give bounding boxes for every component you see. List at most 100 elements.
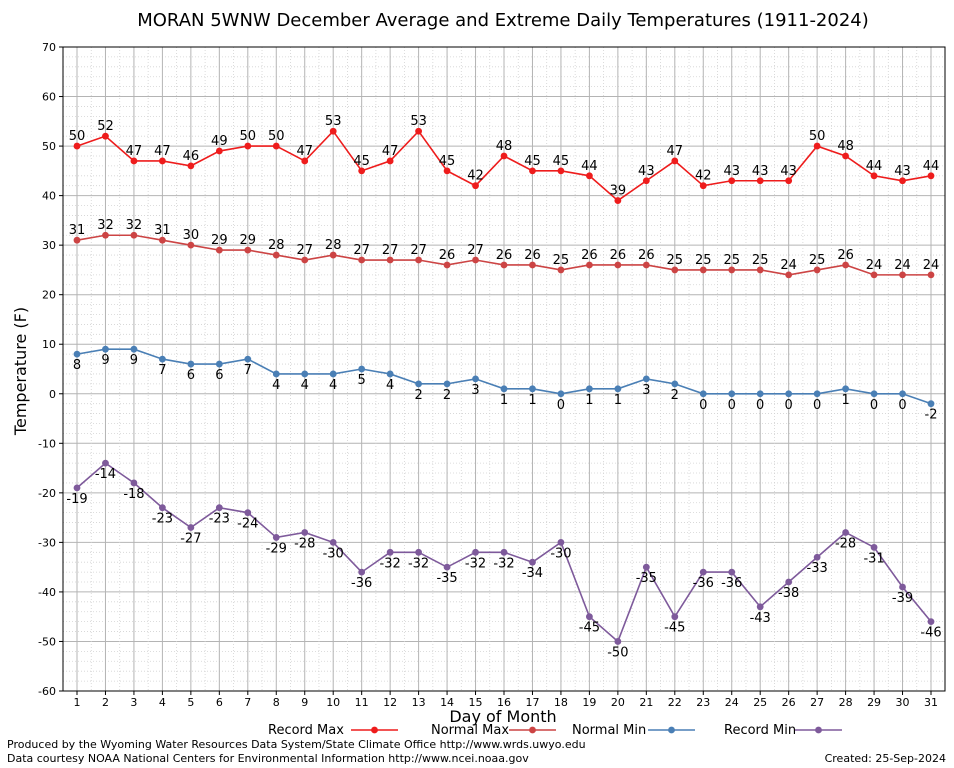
- normal-min-point: [642, 375, 650, 383]
- normal-max-point: [472, 256, 479, 264]
- normal-min-point: [301, 370, 309, 378]
- normal-max-data-label: 26: [837, 248, 854, 263]
- normal-max-data-label: 25: [723, 253, 740, 268]
- normal-min-point: [899, 390, 906, 398]
- normal-min-point: [443, 380, 451, 388]
- record-max-point: [73, 142, 81, 150]
- normal-max-point: [899, 271, 906, 279]
- footer-created-date: Created: 25-Sep-2024: [825, 752, 946, 765]
- record-max-point: [785, 177, 793, 185]
- normal-min-point: [785, 390, 793, 398]
- record-max-point: [529, 167, 536, 175]
- record-min-data-label: -23: [152, 512, 173, 527]
- normal-max-data-label: 27: [467, 243, 484, 258]
- normal-max-data-label: 24: [780, 258, 797, 273]
- y-tick-label: -40: [38, 586, 56, 599]
- normal-max-point: [870, 271, 878, 279]
- normal-min-point: [386, 370, 394, 378]
- record-min-data-label: -30: [550, 546, 571, 561]
- record-min-point: [358, 568, 366, 576]
- record-max-point: [899, 177, 906, 185]
- series-record-min: -19-14-18-23-27-23 -24-29 -28-30-36-32 -32-…: [66, 459, 942, 660]
- normal-min-point: [329, 370, 337, 378]
- record-min-data-label: -36: [721, 576, 742, 591]
- record-min-point: [130, 479, 138, 487]
- record-max-point: [215, 147, 223, 155]
- normal-min-point: [842, 385, 849, 393]
- normal-max-data-label: 27: [353, 243, 370, 258]
- normal-min-point: [73, 350, 81, 358]
- record-min-data-label: -34: [522, 566, 543, 581]
- record-max-data-label: 44: [866, 159, 883, 174]
- record-min-point: [785, 578, 793, 586]
- record-min-point: [386, 548, 394, 556]
- record-max-point: [927, 172, 935, 180]
- legend-marker-normal-max: [529, 726, 536, 734]
- normal-max-point: [785, 271, 793, 279]
- record-max-data-label: 44: [581, 159, 598, 174]
- normal-min-point: [614, 385, 622, 393]
- record-max-data-label: 45: [353, 154, 370, 169]
- y-tick-label: -50: [38, 635, 56, 648]
- normal-min-data-label: 7: [158, 363, 166, 378]
- record-max-data-label: 46: [183, 149, 200, 164]
- record-max-data-label: 50: [809, 129, 826, 144]
- normal-min-point: [557, 390, 565, 398]
- record-max-data-label: 47: [296, 144, 313, 159]
- record-min-data-label: -33: [807, 561, 828, 576]
- y-tick-label: 30: [42, 239, 56, 252]
- record-min-point: [642, 563, 650, 571]
- normal-min-data-label: 0: [813, 398, 821, 413]
- record-min-data-label: -35: [436, 571, 457, 586]
- normal-max-data-label: 29: [240, 233, 257, 248]
- record-max-point: [842, 152, 849, 160]
- x-tick-label: 11: [355, 696, 369, 709]
- normal-max-data-label: 29: [211, 233, 228, 248]
- x-tick-label: 10: [326, 696, 340, 709]
- normal-min-data-label: 0: [898, 398, 906, 413]
- record-min-point: [927, 618, 935, 626]
- record-max-data-label: 50: [69, 129, 86, 144]
- normal-max-data-label: 27: [410, 243, 427, 258]
- record-max-data-label: 42: [695, 169, 712, 184]
- record-max-data-label: 53: [325, 114, 342, 129]
- normal-min-data-label: 0: [557, 398, 565, 413]
- normal-min-data-label: 1: [585, 393, 593, 408]
- record-min-data-label: -36: [351, 576, 372, 591]
- record-min-data-label: -38: [778, 586, 799, 601]
- normal-max-point: [842, 261, 849, 269]
- record-min-point: [472, 548, 479, 556]
- y-tick-label: -20: [38, 487, 56, 500]
- record-min-point: [301, 529, 309, 536]
- record-min-data-label: -31: [863, 551, 884, 566]
- normal-max-point: [386, 256, 394, 264]
- normal-max-point: [73, 236, 81, 244]
- x-tick-label: 8: [273, 696, 280, 709]
- normal-max-point: [102, 231, 109, 239]
- x-tick-label: 18: [554, 696, 568, 709]
- record-max-data-label: 47: [382, 144, 399, 159]
- record-max-point: [870, 172, 878, 180]
- normal-min-point: [870, 390, 878, 398]
- record-max-data-label: 43: [780, 164, 797, 179]
- normal-min-data-label: 7: [244, 363, 252, 378]
- x-tick-label: 17: [525, 696, 539, 709]
- record-max-data-label: 47: [126, 144, 143, 159]
- normal-min-point: [671, 380, 679, 388]
- normal-max-data-label: 27: [382, 243, 399, 258]
- y-tick-label: 20: [42, 289, 56, 302]
- normal-min-point: [500, 385, 508, 393]
- record-max-data-label: 44: [923, 159, 940, 174]
- record-min-point: [899, 583, 906, 591]
- normal-min-data-label: -2: [925, 408, 938, 423]
- normal-min-data-label: 4: [301, 378, 309, 393]
- record-max-point: [642, 177, 650, 185]
- normal-max-point: [159, 236, 166, 244]
- normal-min-data-label: 2: [414, 388, 422, 403]
- normal-min-data-label: 0: [699, 398, 707, 413]
- normal-min-point: [813, 390, 821, 398]
- record-max-data-label: 49: [211, 134, 228, 149]
- normal-min-data-label: 1: [614, 393, 622, 408]
- normal-min-data-label: 1: [528, 393, 536, 408]
